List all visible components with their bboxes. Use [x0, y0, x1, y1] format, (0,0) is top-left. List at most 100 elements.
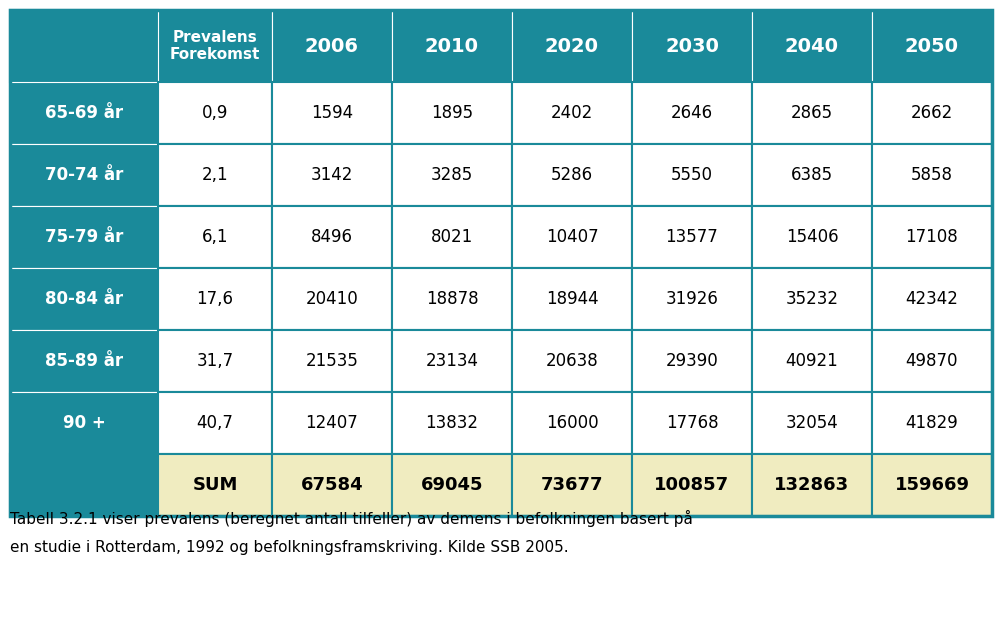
Text: 69045: 69045 — [420, 476, 482, 494]
Bar — [872, 268, 991, 330]
Text: 35232: 35232 — [784, 290, 838, 308]
Text: 15406: 15406 — [785, 228, 838, 246]
Text: SUM: SUM — [193, 476, 238, 494]
Bar — [751, 144, 872, 206]
Text: 20410: 20410 — [305, 290, 358, 308]
Text: 2020: 2020 — [545, 37, 599, 55]
Text: 29390: 29390 — [665, 352, 718, 370]
Text: 40921: 40921 — [784, 352, 838, 370]
Text: 8021: 8021 — [430, 228, 472, 246]
Bar — [512, 268, 631, 330]
Text: 32054: 32054 — [784, 414, 838, 432]
Text: 1895: 1895 — [430, 104, 472, 122]
Bar — [391, 206, 512, 268]
Bar — [631, 144, 751, 206]
Bar — [751, 392, 872, 454]
Bar — [872, 82, 991, 144]
Bar — [512, 206, 631, 268]
Text: 13577: 13577 — [665, 228, 718, 246]
Text: 18944: 18944 — [546, 290, 598, 308]
Text: 13832: 13832 — [425, 414, 478, 432]
Bar — [272, 268, 391, 330]
Text: 2,1: 2,1 — [202, 166, 228, 184]
Bar — [272, 330, 391, 392]
Bar — [631, 206, 751, 268]
Bar — [751, 10, 872, 82]
Text: 16000: 16000 — [546, 414, 598, 432]
Bar — [391, 392, 512, 454]
Text: 40,7: 40,7 — [197, 414, 234, 432]
Bar — [10, 330, 157, 392]
Text: 21535: 21535 — [305, 352, 358, 370]
Text: 20638: 20638 — [545, 352, 598, 370]
Bar — [631, 330, 751, 392]
Bar — [872, 392, 991, 454]
Bar — [10, 268, 157, 330]
Text: 90 +: 90 + — [62, 414, 105, 432]
Text: 5550: 5550 — [670, 166, 712, 184]
Bar — [631, 82, 751, 144]
Bar — [391, 10, 512, 82]
Bar — [751, 268, 872, 330]
Bar — [272, 82, 391, 144]
Bar — [157, 82, 272, 144]
Bar — [10, 206, 157, 268]
Bar — [751, 82, 872, 144]
Text: 1594: 1594 — [311, 104, 353, 122]
Text: 2030: 2030 — [664, 37, 718, 55]
Bar — [872, 454, 991, 516]
Text: 42342: 42342 — [905, 290, 958, 308]
Text: 159669: 159669 — [894, 476, 969, 494]
Text: 5286: 5286 — [551, 166, 593, 184]
Bar — [751, 330, 872, 392]
Text: 65-69 år: 65-69 år — [45, 104, 123, 122]
Bar — [872, 206, 991, 268]
Text: 17108: 17108 — [905, 228, 958, 246]
Text: 41829: 41829 — [905, 414, 958, 432]
Text: 6,1: 6,1 — [202, 228, 228, 246]
Bar — [512, 454, 631, 516]
Bar — [391, 454, 512, 516]
Text: 31926: 31926 — [665, 290, 718, 308]
Text: 5858: 5858 — [910, 166, 952, 184]
Text: 10407: 10407 — [546, 228, 598, 246]
Bar — [272, 392, 391, 454]
Text: 100857: 100857 — [654, 476, 729, 494]
Text: 2010: 2010 — [424, 37, 478, 55]
Bar — [157, 454, 272, 516]
Bar — [631, 268, 751, 330]
Bar — [751, 454, 872, 516]
Bar — [751, 206, 872, 268]
Bar — [157, 330, 272, 392]
Bar — [157, 268, 272, 330]
Bar — [391, 144, 512, 206]
Text: 31,7: 31,7 — [197, 352, 234, 370]
Bar — [10, 144, 157, 206]
Bar — [631, 454, 751, 516]
Bar — [10, 82, 157, 144]
Bar — [272, 454, 391, 516]
Bar — [157, 10, 272, 82]
Bar — [512, 82, 631, 144]
Text: 2402: 2402 — [551, 104, 593, 122]
Text: 85-89 år: 85-89 år — [45, 352, 123, 370]
Text: Tabell 3.2.1 viser prevalens (beregnet antall tilfeller) av demens i befolkninge: Tabell 3.2.1 viser prevalens (beregnet a… — [10, 510, 692, 527]
Text: 2006: 2006 — [305, 37, 359, 55]
Text: 17768: 17768 — [665, 414, 717, 432]
Bar — [272, 144, 391, 206]
Text: 70-74 år: 70-74 år — [45, 166, 123, 184]
Text: 49870: 49870 — [905, 352, 957, 370]
Text: 2662: 2662 — [910, 104, 952, 122]
Text: 132863: 132863 — [773, 476, 849, 494]
Text: 3285: 3285 — [430, 166, 472, 184]
Text: 2050: 2050 — [904, 37, 958, 55]
Bar — [10, 454, 157, 516]
Text: 2646: 2646 — [670, 104, 712, 122]
Bar — [157, 206, 272, 268]
Text: 2040: 2040 — [784, 37, 839, 55]
Bar — [512, 392, 631, 454]
Text: Prevalens
Forekomst: Prevalens Forekomst — [170, 30, 260, 62]
Bar — [391, 82, 512, 144]
Text: 18878: 18878 — [425, 290, 477, 308]
Bar — [157, 392, 272, 454]
